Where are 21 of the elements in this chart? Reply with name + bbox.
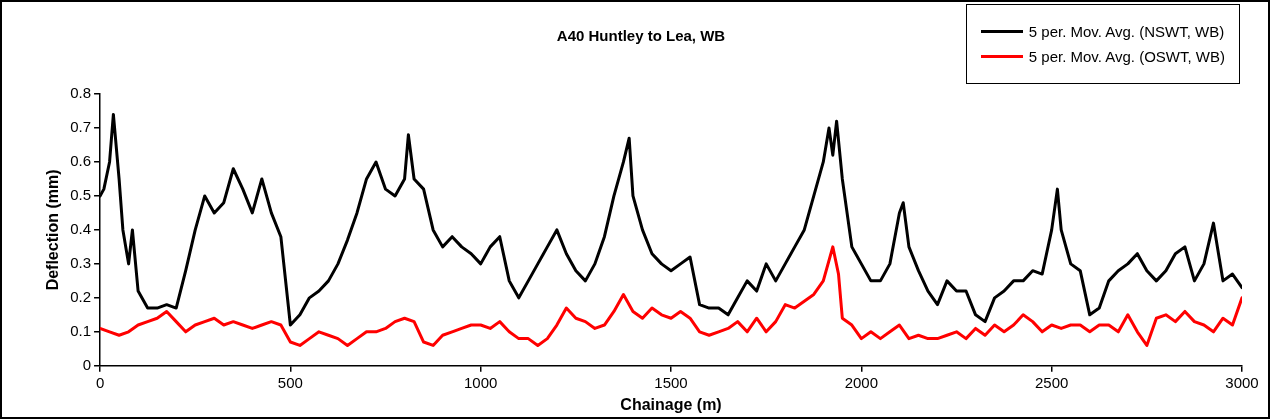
x-tick-label: 2500 bbox=[1034, 373, 1069, 391]
x-tick-label: 2000 bbox=[844, 373, 879, 391]
x-axis-title: Chainage (m) bbox=[620, 395, 722, 413]
y-tick-label: 0.3 bbox=[70, 254, 92, 272]
x-tick-label: 1000 bbox=[464, 373, 498, 391]
chart-title: A40 Huntley to Lea, WB bbox=[556, 27, 726, 45]
x-tick-label: 1500 bbox=[654, 373, 688, 391]
y-tick-label: 0.5 bbox=[70, 186, 92, 204]
y-tick-label: 0.1 bbox=[70, 321, 92, 339]
y-tick-label: 0.4 bbox=[70, 220, 92, 238]
legend-label: 5 per. Mov. Avg. (OSWT, WB) bbox=[1028, 48, 1225, 65]
y-tick-label: 0.8 bbox=[70, 84, 92, 102]
x-tick-label: 3000 bbox=[1225, 373, 1259, 391]
y-tick-label: 0.2 bbox=[70, 287, 92, 305]
x-tick-label: 0 bbox=[95, 373, 105, 391]
legend-label: 5 per. Mov. Avg. (NSWT, WB) bbox=[1028, 23, 1225, 40]
y-tick-label: 0 bbox=[82, 355, 92, 373]
y-tick-label: 0.7 bbox=[70, 118, 92, 136]
y-axis-title: Deflection (mm) bbox=[44, 169, 62, 291]
y-tick-label: 0.6 bbox=[70, 152, 92, 170]
x-tick-label: 500 bbox=[277, 373, 303, 391]
